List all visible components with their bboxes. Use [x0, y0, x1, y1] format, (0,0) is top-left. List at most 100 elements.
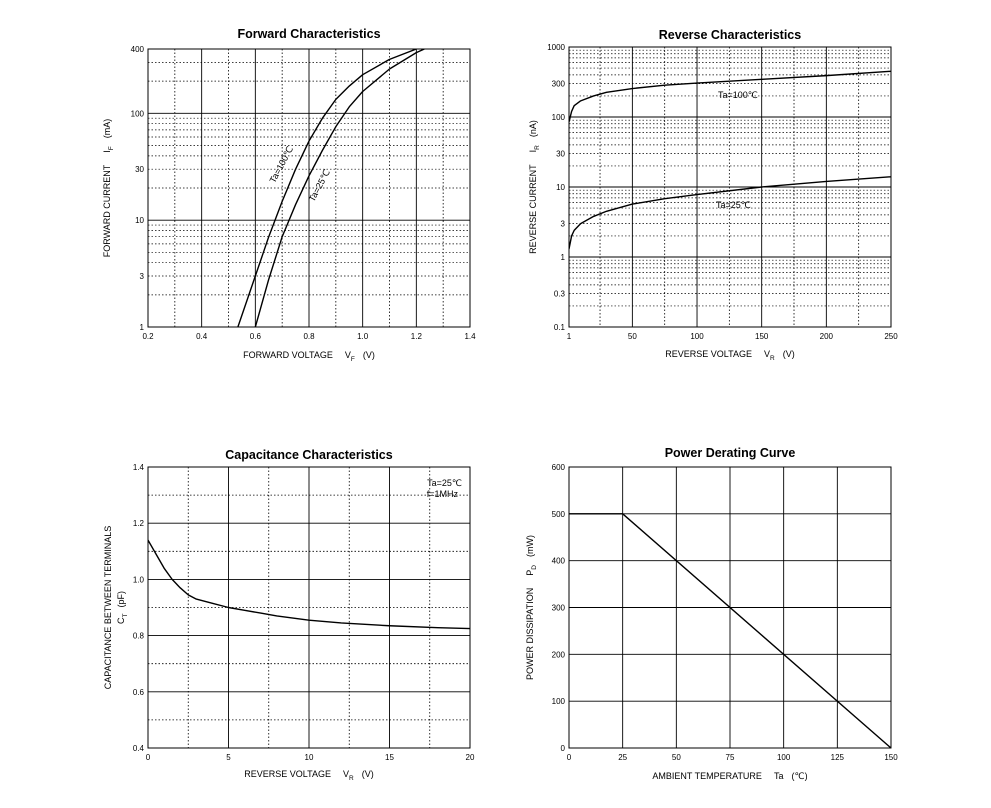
y-tick-label: 10 — [135, 216, 144, 225]
y-axis-label: REVERSE CURRENT IR (nA) — [528, 120, 541, 254]
x-tick-label: 20 — [466, 753, 475, 762]
y-axis-subscript: R — [534, 145, 541, 150]
x-tick-label: 1.2 — [411, 332, 423, 341]
x-tick-label: 200 — [820, 332, 834, 341]
y-tick-label: 1.0 — [133, 575, 145, 584]
y-axis-unit: (mA) — [102, 119, 112, 139]
chart-title: Capacitance Characteristics — [225, 448, 392, 462]
x-axis-subscript: R — [349, 775, 354, 782]
series-label-0: Ta=100℃ — [718, 90, 758, 100]
x-axis-label-text: FORWARD VOLTAGE — [243, 350, 333, 360]
y-tick-label: 100 — [131, 109, 145, 118]
y-axis-label-line: REVERSE CURRENT IR (nA) — [528, 120, 541, 254]
y-axis-label-text: CAPACITANCE BETWEEN TERMINALS — [103, 526, 113, 690]
x-tick-label: 50 — [672, 753, 681, 762]
chart-title: Power Derating Curve — [665, 446, 796, 460]
x-axis-label: FORWARD VOLTAGE VF (V) — [243, 350, 375, 363]
y-axis-label-line: FORWARD CURRENT IF (mA) — [102, 119, 115, 258]
series-line-1 — [254, 49, 425, 327]
x-tick-label: 75 — [726, 753, 735, 762]
y-tick-label: 30 — [556, 150, 565, 159]
y-tick-label: 600 — [552, 463, 566, 472]
chart-1: 1 50 100 150 200 2500.10.31310301003001000Rev… — [528, 28, 898, 362]
y-tick-label: 30 — [135, 165, 144, 174]
chart-grid — [569, 47, 891, 327]
y-tick-label: 1000 — [547, 43, 565, 52]
chart-0: 0.2 0.4 0.6 0.8 1.0 1.2 1.4 1 3 10 30 100 400 Forward… — [102, 27, 476, 363]
chart-title: Forward Characteristics — [237, 27, 380, 41]
y-tick-label: 3 — [140, 272, 145, 281]
chart-grid — [148, 49, 470, 327]
y-axis-label-line: POWER DISSIPATION PD (mW) — [525, 535, 538, 680]
y-axis-subscript: F — [108, 146, 115, 150]
x-axis-label: REVERSE VOLTAGE VR (V) — [244, 769, 373, 782]
series-line-0 — [237, 49, 417, 327]
x-axis-symbol: V — [764, 349, 770, 359]
y-axis-label-text: POWER DISSIPATION — [525, 588, 535, 680]
series-line-0 — [148, 539, 470, 630]
y-axis-subscript: T — [122, 613, 129, 617]
plot-frame — [568, 466, 892, 749]
chart-2: 0 5 10 15 20 0.4 0.6 0.8 1.0 1.2 1.4 Capacitance Ch… — [103, 448, 475, 782]
chart-title: Reverse Characteristics — [659, 28, 801, 42]
series-label-1: Ta=25℃ — [716, 200, 751, 210]
y-axis-label-text: FORWARD CURRENT — [102, 164, 112, 257]
x-tick-label: 150 — [755, 332, 769, 341]
annotation-frequency: f=1MHz — [427, 489, 459, 499]
x-tick-label: 10 — [305, 753, 314, 762]
y-axis-label-text: REVERSE CURRENT — [528, 164, 538, 254]
x-axis-subscript: R — [770, 355, 775, 362]
x-tick-label: 0.6 — [250, 332, 262, 341]
series-line-0 — [569, 513, 891, 748]
x-tick-label: 0.4 — [196, 332, 208, 341]
x-tick-label: 0 — [567, 753, 572, 762]
x-axis-symbol: V — [343, 769, 349, 779]
x-tick-label: 150 — [884, 753, 898, 762]
y-axis-unit: (mW) — [525, 535, 535, 557]
x-axis-unit: (V) — [783, 349, 795, 359]
x-axis-label-text: AMBIENT TEMPERATURE — [652, 771, 762, 781]
y-tick-label: 100 — [552, 697, 566, 706]
y-tick-label: 300 — [552, 604, 566, 613]
x-axis-label: AMBIENT TEMPERATURE Ta (℃) — [652, 771, 807, 781]
annotation-temperature: Ta=25℃ — [427, 478, 462, 488]
y-tick-label: 0.6 — [133, 688, 145, 697]
y-tick-label: 300 — [552, 80, 566, 89]
y-tick-label: 1 — [561, 253, 566, 262]
y-tick-label: 0.8 — [133, 632, 145, 641]
y-tick-label: 3 — [561, 220, 566, 229]
y-tick-label: 400 — [552, 557, 566, 566]
y-axis-subscript: D — [531, 565, 538, 570]
y-axis-symbol: C — [116, 617, 126, 624]
chart-grid — [148, 467, 470, 748]
x-tick-label: 125 — [831, 753, 845, 762]
y-axis-label: CAPACITANCE BETWEEN TERMINALS CT (pF) — [103, 526, 129, 690]
y-axis-label: POWER DISSIPATION PD (mW) — [525, 535, 538, 680]
chart-3: 0 25 50 75 100 125 150 0 100 200 300 400 500 600 Power… — [525, 446, 898, 781]
y-tick-label: 400 — [131, 45, 145, 54]
x-tick-label: 1 — [567, 332, 572, 341]
plot-frame — [147, 48, 471, 328]
x-axis-unit: (℃) — [791, 771, 807, 781]
x-axis-label-text: REVERSE VOLTAGE — [244, 769, 331, 779]
y-tick-label: 200 — [552, 650, 566, 659]
x-tick-label: 0 — [146, 753, 151, 762]
y-tick-label: 1.2 — [133, 519, 145, 528]
plot-frame — [147, 466, 471, 749]
x-tick-label: 0.8 — [303, 332, 315, 341]
x-tick-label: 1.0 — [357, 332, 369, 341]
y-tick-label: 100 — [552, 113, 566, 122]
series-line-1 — [569, 176, 891, 250]
y-tick-label: 500 — [552, 510, 566, 519]
y-tick-label: 1.4 — [133, 463, 145, 472]
y-tick-label: 0.4 — [133, 744, 145, 753]
x-tick-label: 5 — [226, 753, 231, 762]
x-axis-symbol: Ta — [774, 771, 784, 781]
x-tick-label: 50 — [628, 332, 637, 341]
x-axis-label: REVERSE VOLTAGE VR (V) — [665, 349, 794, 362]
x-axis-unit: (V) — [362, 769, 374, 779]
x-tick-label: 100 — [690, 332, 704, 341]
x-tick-label: 1.4 — [464, 332, 476, 341]
y-axis-symbol: I — [528, 150, 538, 153]
